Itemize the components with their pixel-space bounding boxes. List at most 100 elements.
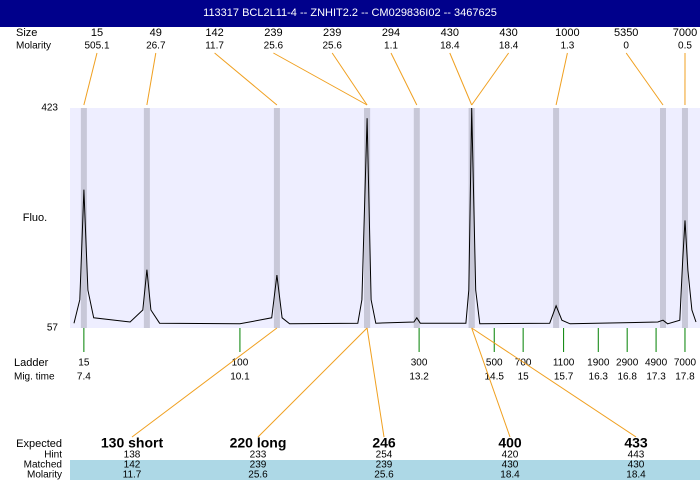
ladder-size: 100 [232, 358, 249, 369]
expected-connector [471, 327, 637, 438]
hint-label: Hint [44, 450, 62, 461]
peak-molarity: 1.1 [384, 41, 398, 52]
expected-name: 433 [624, 435, 648, 451]
peak-molarity: 0 [623, 41, 629, 52]
y-tick-label: 423 [41, 103, 58, 114]
peak-connector [390, 52, 418, 106]
peak-size: 15 [91, 27, 103, 39]
ladder-size: 700 [515, 358, 532, 369]
expected-matched: 430 [628, 460, 645, 471]
expected-connector [131, 327, 278, 438]
expected-molarity: 25.6 [374, 470, 394, 480]
peak-size: 430 [441, 27, 459, 39]
ladder-label: Ladder [14, 357, 49, 369]
ladder-mig-time: 15.7 [554, 372, 574, 383]
peak-band [413, 108, 420, 328]
matched-band [70, 460, 700, 480]
peak-molarity: 18.4 [440, 41, 460, 52]
ladder-mig-time: 7.4 [77, 372, 91, 383]
ladder-size: 4900 [645, 358, 668, 369]
plot-area [70, 108, 700, 328]
expected-name: 130 short [101, 435, 164, 451]
peak-size: 49 [150, 27, 162, 39]
expected-label: Expected [16, 438, 62, 450]
ladder-size: 2900 [616, 358, 639, 369]
peak-size: 7000 [673, 27, 697, 39]
expected-matched: 239 [376, 460, 393, 471]
peak-size: 142 [205, 27, 223, 39]
peak-band [143, 108, 150, 328]
molarity-row-label: Molarity [16, 41, 51, 52]
ladder-mig-time: 10.1 [230, 372, 250, 383]
matched-label: Matched [24, 460, 62, 471]
peak-band [553, 108, 560, 328]
peak-size: 430 [499, 27, 517, 39]
ladder-size: 7000 [674, 358, 697, 369]
peak-connector [471, 52, 510, 106]
peak-size: 5350 [614, 27, 638, 39]
expected-connector [471, 327, 511, 438]
ladder-mig-time: 17.3 [646, 372, 666, 383]
expected-molarity-label: Molarity [27, 470, 62, 480]
peak-size: 239 [264, 27, 282, 39]
y-axis-label: Fluo. [23, 212, 47, 224]
peak-band [681, 108, 688, 328]
expected-name: 400 [498, 435, 522, 451]
expected-connector [366, 327, 385, 438]
expected-hint: 233 [250, 450, 267, 461]
trace [73, 107, 697, 325]
peak-connector [449, 52, 473, 106]
expected-hint: 443 [628, 450, 645, 461]
ladder-mig-time: 16.8 [617, 372, 637, 383]
expected-molarity: 18.4 [500, 470, 520, 480]
ladder-mig-time: 15 [518, 372, 530, 383]
expected-hint: 420 [502, 450, 519, 461]
expected-hint: 254 [376, 450, 393, 461]
size-row-label: Size [16, 27, 37, 39]
peak-connector [331, 52, 368, 106]
ladder-mig-time: 17.8 [675, 372, 695, 383]
expected-molarity: 25.6 [248, 470, 268, 480]
ladder-size: 1900 [587, 358, 610, 369]
peak-band [364, 108, 371, 328]
ladder-size: 500 [486, 358, 503, 369]
peak-band [468, 108, 475, 328]
expected-connector [257, 327, 368, 438]
ladder-size: 15 [78, 358, 90, 369]
ladder-mig-time: 13.2 [409, 372, 429, 383]
peak-connector [146, 52, 157, 106]
ladder-size: 300 [411, 358, 428, 369]
peak-molarity: 1.3 [560, 41, 574, 52]
expected-name: 246 [372, 435, 396, 451]
peak-connector [273, 52, 368, 106]
peak-band [273, 108, 280, 328]
peak-band [80, 108, 87, 328]
peak-connector [555, 52, 568, 106]
peak-size: 294 [382, 27, 400, 39]
expected-matched: 239 [250, 460, 267, 471]
expected-matched: 430 [502, 460, 519, 471]
peak-connector [214, 52, 278, 106]
peak-molarity: 26.7 [146, 41, 166, 52]
ladder-mig-time: 16.3 [589, 372, 609, 383]
expected-hint: 138 [124, 450, 141, 461]
peak-connector [83, 52, 98, 106]
peak-molarity: 25.6 [264, 41, 284, 52]
expected-molarity: 18.4 [626, 470, 646, 480]
title-bar [0, 0, 700, 27]
peak-size: 239 [323, 27, 341, 39]
title: 113317 BCL2L11-4 -- ZNHIT2.2 -- CM029836… [203, 7, 497, 19]
peak-molarity: 11.7 [205, 41, 224, 52]
peak-size: 1000 [555, 27, 579, 39]
expected-matched: 142 [124, 460, 141, 471]
peak-connector [625, 52, 664, 106]
peak-molarity: 18.4 [499, 41, 519, 52]
ladder-size: 1100 [553, 358, 575, 369]
mig-time-label: Mig. time [14, 372, 55, 383]
peak-molarity: 25.6 [322, 41, 342, 52]
y-tick-label: 57 [47, 323, 59, 334]
ladder-mig-time: 14.5 [485, 372, 505, 383]
expected-molarity: 11.7 [123, 470, 142, 480]
expected-name: 220 long [230, 435, 287, 451]
